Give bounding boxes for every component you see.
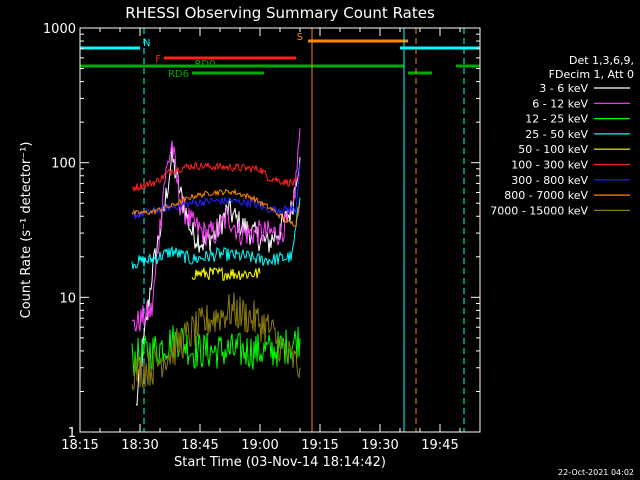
flag-bars: N S F RD0 RD6 — [80, 32, 480, 80]
x-tick-label: 19:30 — [361, 438, 398, 453]
x-tick-label: 19:15 — [301, 438, 338, 453]
y-tick-label: 100 — [51, 157, 76, 172]
series-line-4 — [191, 266, 261, 281]
flag-label-rd0: RD0 — [194, 59, 215, 70]
flag-label-f: F — [155, 54, 161, 65]
series-line-2 — [131, 325, 301, 376]
legend-header-line-2: FDecim 1, Att 0 — [549, 68, 634, 81]
legend-header-line-1: Det 1,3,6,9, — [569, 54, 634, 67]
chart-title: RHESSI Observing Summary Count Rates — [125, 4, 435, 22]
series-line-8 — [131, 292, 301, 391]
legend-label: 100 - 300 keV — [511, 159, 588, 172]
x-tick-label: 19:45 — [421, 438, 458, 453]
series-line-7 — [131, 188, 301, 228]
legend-label: 300 - 800 keV — [511, 174, 588, 187]
y-tick-label: 1000 — [43, 22, 76, 37]
y-tick-label: 10 — [59, 291, 76, 306]
legend-label: 3 - 6 keV — [539, 82, 588, 95]
series-line-5 — [131, 161, 301, 193]
legend-label: 25 - 50 keV — [525, 128, 588, 141]
series-lines — [131, 128, 301, 407]
series-line-1 — [131, 128, 301, 332]
flag-label-n: N — [143, 38, 150, 49]
x-tick-label: 19:00 — [241, 438, 278, 453]
legend-label: 6 - 12 keV — [532, 97, 588, 110]
x-tick-label: 18:30 — [121, 438, 158, 453]
flag-label-rd6: RD6 — [168, 69, 189, 80]
legend-label: 12 - 25 keV — [525, 113, 588, 126]
legend-label: 7000 - 15000 keV — [490, 204, 588, 217]
timestamp: 22-Oct-2021 04:02 — [558, 468, 634, 477]
x-axis-label: Start Time (03-Nov-14 18:14:42) — [174, 455, 386, 470]
flag-label-s: S — [297, 32, 303, 43]
x-tick-label: 18:15 — [61, 438, 98, 453]
axes-ticks: 18:15 18:30 18:45 19:00 19:15 19:30 19:45 1 10 10… — [43, 22, 481, 453]
y-axis-label: Count Rate (s⁻¹ detector⁻¹) — [19, 142, 34, 319]
y-tick-label: 1 — [68, 426, 76, 441]
legend-label: 50 - 100 keV — [518, 143, 588, 156]
series-line-3 — [131, 197, 301, 270]
series-line-0 — [135, 144, 301, 407]
x-tick-label: 18:45 — [181, 438, 218, 453]
legend-label: 800 - 7000 keV — [504, 189, 588, 202]
legend: Det 1,3,6,9, FDecim 1, Att 0 3 - 6 keV 6 … — [490, 54, 634, 217]
